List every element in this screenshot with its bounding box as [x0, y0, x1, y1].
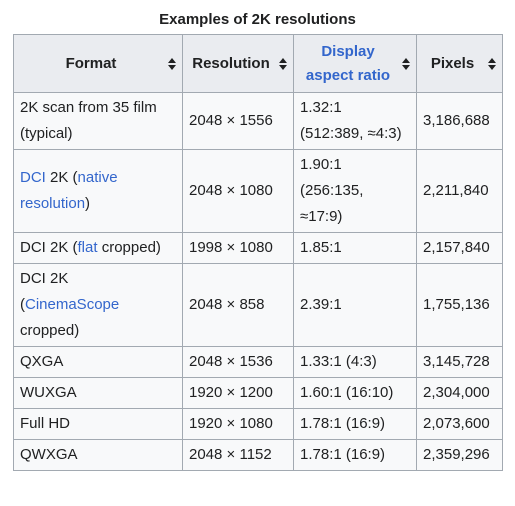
- column-header-aspect-ratio[interactable]: Display aspect ratio: [293, 34, 417, 93]
- column-header-pixels[interactable]: Pixels: [416, 34, 503, 93]
- native-resolution-link[interactable]: native resolution: [20, 169, 118, 212]
- table-row: Full HD 1920 × 1080 1.78:1 (16:9) 2,073,…: [13, 408, 503, 440]
- cell-pixels: 2,304,000: [416, 377, 503, 409]
- table-row: DCI 2K (CinemaScope cropped) 2048 × 858 2.…: [13, 263, 503, 347]
- cell-format: QWXGA: [13, 439, 183, 471]
- cell-pixels: 3,186,688: [416, 92, 503, 150]
- table-row: 2K scan from 35 film (typical) 2048 × 155…: [13, 92, 503, 150]
- table-row: QXGA 2048 × 1536 1.33:1 (4:3) 3,145,728: [13, 346, 503, 378]
- cell-resolution: 1920 × 1200: [182, 377, 294, 409]
- cell-aspect-ratio: 1.90:1 (256:135, ≈17:9): [293, 149, 417, 233]
- cell-aspect-ratio: 1.78:1 (16:9): [293, 439, 417, 471]
- cell-format: WUXGA: [13, 377, 183, 409]
- cell-resolution: 1998 × 1080: [182, 232, 294, 264]
- cell-resolution: 2048 × 1080: [182, 149, 294, 233]
- column-header-label: Format: [65, 54, 117, 72]
- flat-link[interactable]: flat: [77, 239, 98, 256]
- cell-aspect-ratio: 1.33:1 (4:3): [293, 346, 417, 378]
- table-row: WUXGA 1920 × 1200 1.60:1 (16:10) 2,304,0…: [13, 377, 503, 409]
- table-row: DCI 2K (native resolution) 2048 × 1080 1.…: [13, 149, 503, 233]
- cell-aspect-ratio: 2.39:1: [293, 263, 417, 347]
- cell-format: Full HD: [13, 408, 183, 440]
- cell-aspect-ratio: 1.32:1 (512:389, ≈4:3): [293, 92, 417, 150]
- sort-icon[interactable]: [402, 57, 410, 70]
- display-aspect-ratio-link[interactable]: Display aspect ratio: [305, 42, 391, 84]
- column-header-format[interactable]: Format: [13, 34, 183, 93]
- cell-pixels: 2,157,840: [416, 232, 503, 264]
- table-row: QWXGA 2048 × 1152 1.78:1 (16:9) 2,359,29…: [13, 439, 503, 471]
- column-header-resolution[interactable]: Resolution: [182, 34, 294, 93]
- column-header-label: Resolution: [192, 54, 270, 72]
- sort-icon[interactable]: [279, 57, 287, 70]
- cell-resolution: 2048 × 858: [182, 263, 294, 347]
- cell-pixels: 1,755,136: [416, 263, 503, 347]
- dci-link[interactable]: DCI: [20, 169, 46, 186]
- cell-format: DCI 2K (CinemaScope cropped): [13, 263, 183, 347]
- cell-pixels: 3,145,728: [416, 346, 503, 378]
- cell-pixels: 2,073,600: [416, 408, 503, 440]
- cell-format: 2K scan from 35 film (typical): [13, 92, 183, 150]
- column-header-label: Pixels: [430, 54, 475, 72]
- cell-pixels: 2,359,296: [416, 439, 503, 471]
- cell-format: DCI 2K (native resolution): [13, 149, 183, 233]
- cell-pixels: 2,211,840: [416, 149, 503, 233]
- cell-resolution: 2048 × 1536: [182, 346, 294, 378]
- sort-icon[interactable]: [488, 57, 496, 70]
- cell-aspect-ratio: 1.60:1 (16:10): [293, 377, 417, 409]
- cell-format: QXGA: [13, 346, 183, 378]
- cell-resolution: 2048 × 1152: [182, 439, 294, 471]
- sort-icon[interactable]: [168, 57, 176, 70]
- resolutions-table: Format Resolution Display aspect ratio Pi…: [13, 34, 503, 471]
- cell-format: DCI 2K (flat cropped): [13, 232, 183, 264]
- table-row: DCI 2K (flat cropped) 1998 × 1080 1.85:1…: [13, 232, 503, 264]
- cinemascope-link[interactable]: CinemaScope: [25, 296, 120, 313]
- cell-resolution: 1920 × 1080: [182, 408, 294, 440]
- table-caption: Examples of 2K resolutions: [159, 11, 356, 28]
- cell-resolution: 2048 × 1556: [182, 92, 294, 150]
- header-row: Format Resolution Display aspect ratio Pi…: [13, 34, 503, 93]
- cell-aspect-ratio: 1.78:1 (16:9): [293, 408, 417, 440]
- cell-aspect-ratio: 1.85:1: [293, 232, 417, 264]
